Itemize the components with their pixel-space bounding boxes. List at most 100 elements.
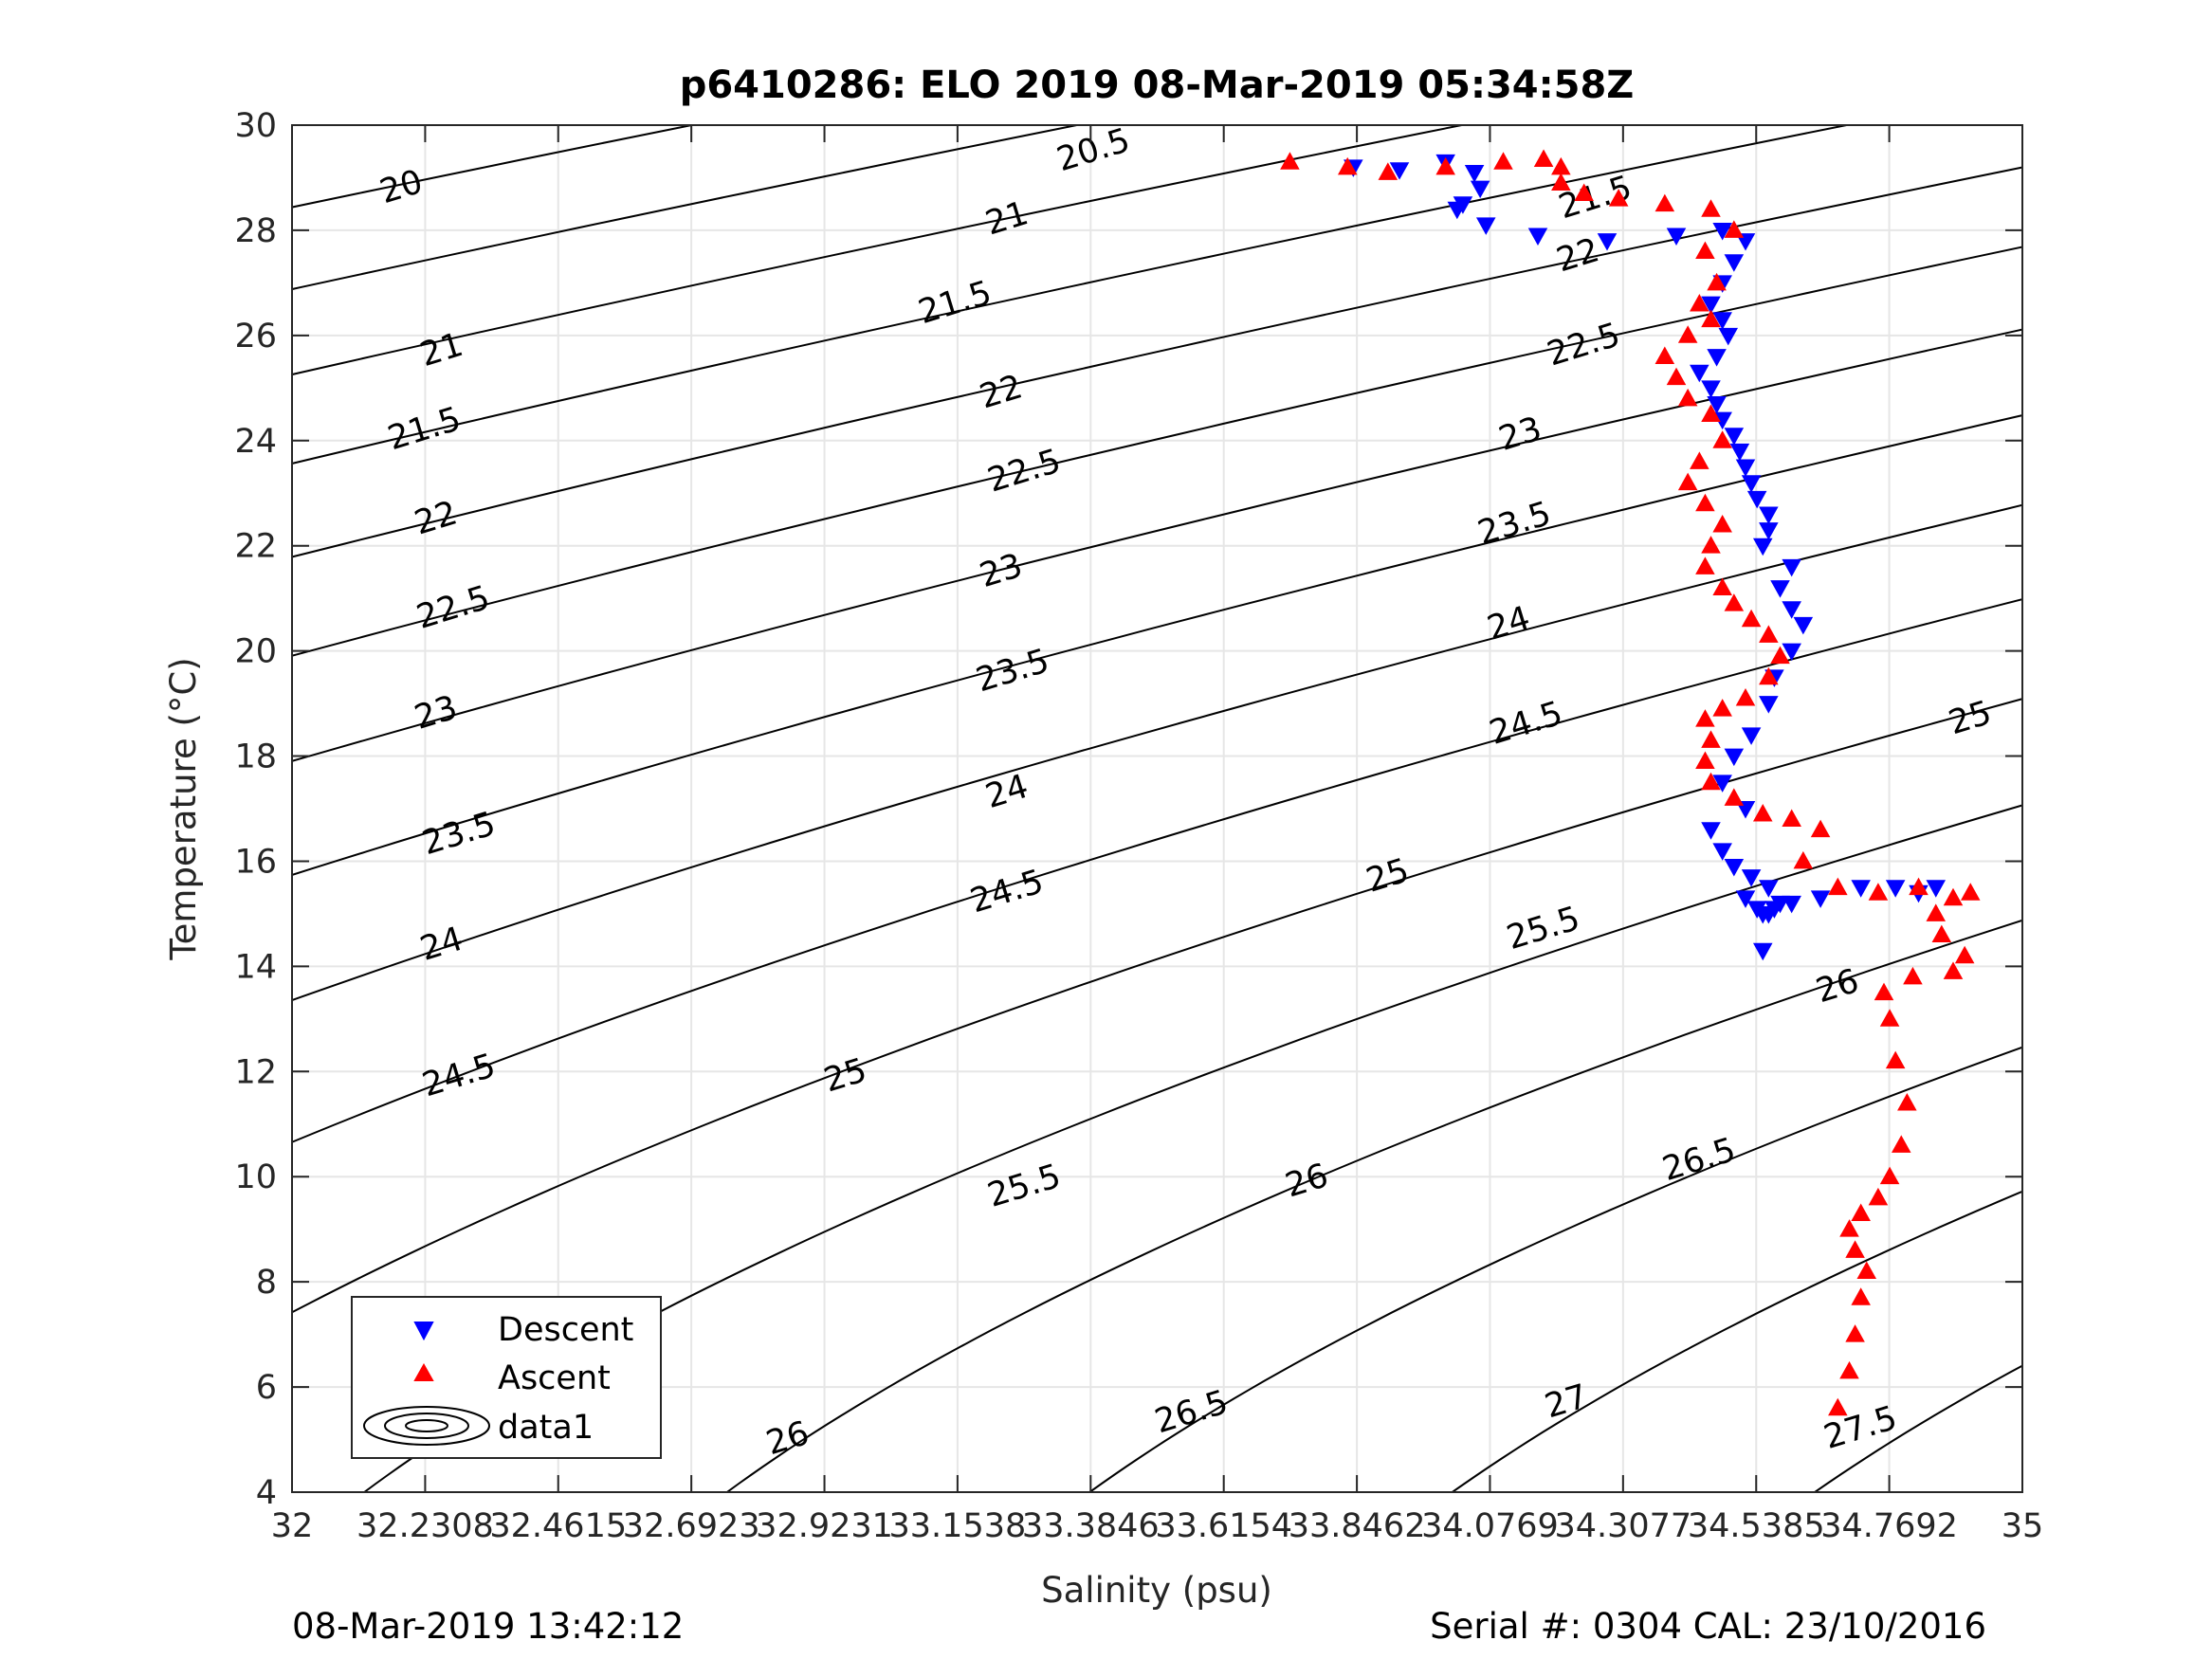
- ascent-point: [1845, 1324, 1865, 1342]
- descent-point: [1770, 580, 1790, 598]
- y-axis-ticks: 4 6 8 10 12 14 16 18 20 22 24 26 28 30: [234, 107, 2022, 1512]
- ascent-point: [1897, 1093, 1917, 1111]
- descent-point: [1389, 162, 1410, 180]
- ascent-point: [1943, 961, 1964, 979]
- density-contour-line: [1088, 1046, 2022, 1492]
- descent-point: [1885, 880, 1906, 898]
- y-tick-label: 16: [234, 843, 277, 881]
- descent-point: [1759, 506, 1779, 524]
- ascent-point: [1551, 173, 1571, 191]
- ascent-point: [1828, 1397, 1848, 1416]
- x-tick-label: 32.6923: [623, 1507, 760, 1545]
- x-tick-label: 33.1538: [889, 1507, 1027, 1545]
- descent-point: [1746, 490, 1767, 509]
- descent-point: [1724, 748, 1745, 767]
- descent-point: [1752, 538, 1773, 556]
- x-axis-label: Salinity (psu): [1041, 1570, 1272, 1611]
- descent-point: [1712, 843, 1732, 861]
- ascent-point: [1701, 309, 1721, 328]
- y-tick-label: 6: [256, 1369, 277, 1407]
- descent-point: [1447, 201, 1468, 220]
- y-tick-label: 10: [234, 1158, 277, 1196]
- descent-point: [1712, 222, 1732, 241]
- ascent-point: [1782, 809, 1801, 828]
- ascent-point: [1903, 966, 1923, 985]
- descent-point: [1464, 164, 1485, 183]
- density-contour-line: [292, 414, 2022, 876]
- descent-point: [1764, 901, 1784, 919]
- descent-point: [1759, 696, 1779, 714]
- ascent-point: [1735, 687, 1756, 706]
- descent-point: [1707, 349, 1727, 367]
- legend: Descent Ascent data1: [351, 1296, 662, 1459]
- x-tick-label: 33.3846: [1022, 1507, 1160, 1545]
- y-tick-label: 28: [234, 212, 277, 250]
- grid: [291, 124, 2023, 1493]
- descent-point: [1782, 601, 1801, 619]
- density-contour-line: [292, 246, 2022, 657]
- descent-point: [1735, 459, 1756, 478]
- density-contour-line: [292, 698, 2022, 1314]
- y-tick-label: 20: [234, 633, 277, 671]
- x-tick-label: 34.7692: [1820, 1507, 1958, 1545]
- descent-point: [1729, 443, 1750, 462]
- density-contours: [292, 125, 2022, 1492]
- descent-point: [1527, 228, 1548, 246]
- legend-ascent-marker: [413, 1362, 434, 1381]
- descent-point: [1724, 254, 1745, 272]
- ascent-point: [1724, 220, 1745, 238]
- density-contour-line: [726, 919, 2022, 1492]
- density-contour-line: [363, 804, 2022, 1492]
- ascent-point: [1943, 887, 1964, 906]
- y-tick-label: 22: [234, 528, 277, 566]
- y-tick-label: 12: [234, 1053, 277, 1091]
- ascent-point: [1960, 883, 1981, 901]
- ascent-point: [1954, 945, 1975, 964]
- ascent-point: [1695, 751, 1715, 770]
- ascent-point: [1533, 149, 1554, 167]
- x-tick-label: 32.4615: [489, 1507, 627, 1545]
- descent-point: [1782, 895, 1801, 914]
- ascent-point: [1828, 877, 1848, 896]
- ascent-point: [1654, 346, 1675, 364]
- y-tick-label: 4: [256, 1474, 277, 1512]
- ascent-point: [1378, 162, 1398, 180]
- ascent-point: [1707, 272, 1727, 291]
- density-contour-line: [292, 166, 2022, 558]
- descent-point: [1752, 905, 1773, 924]
- descent-point: [1752, 942, 1773, 961]
- x-axis-ticks: 32 32.230832.461532.692332.923133.153833.…: [271, 125, 2043, 1545]
- y-tick-label: 14: [234, 948, 277, 986]
- footer-serial: Serial #: 0304 CAL: 23/10/2016: [1430, 1606, 1986, 1647]
- descent-point: [1707, 395, 1727, 414]
- x-tick-label: 34.3077: [1554, 1507, 1691, 1545]
- y-tick-label: 26: [234, 318, 277, 356]
- ascent-point: [1741, 609, 1762, 628]
- x-tick-label: 32: [271, 1507, 314, 1545]
- descent-point: [1851, 880, 1871, 898]
- ascent-point: [1677, 325, 1698, 343]
- density-contour-line: [292, 503, 2022, 1002]
- descent-point: [1690, 364, 1709, 383]
- ascent-point: [1931, 924, 1952, 943]
- density-contour-line: [292, 125, 1847, 465]
- ascent-point: [1793, 850, 1814, 869]
- legend-box: [351, 1296, 662, 1459]
- ascent-point: [1701, 404, 1721, 422]
- ascent-point: [1690, 294, 1709, 312]
- ascent-point: [1810, 819, 1831, 838]
- descent-point: [1712, 775, 1732, 793]
- ascent-point: [1759, 625, 1779, 643]
- ascent-point: [1909, 877, 1929, 896]
- density-contour-line: [292, 125, 1462, 376]
- x-tick-label: 33.8462: [1289, 1507, 1426, 1545]
- ascent-point: [1701, 730, 1721, 748]
- ascent-series: [1280, 149, 1981, 1416]
- ascent-point: [1695, 556, 1715, 574]
- chart-title: p6410286: ELO 2019 08-Mar-2019 05:34:58Z: [680, 64, 1635, 107]
- legend-ascent-label: Ascent: [498, 1359, 611, 1397]
- legend-contour-marker: [363, 1406, 490, 1446]
- ascent-point: [1493, 152, 1513, 170]
- ascent-point: [1752, 804, 1773, 822]
